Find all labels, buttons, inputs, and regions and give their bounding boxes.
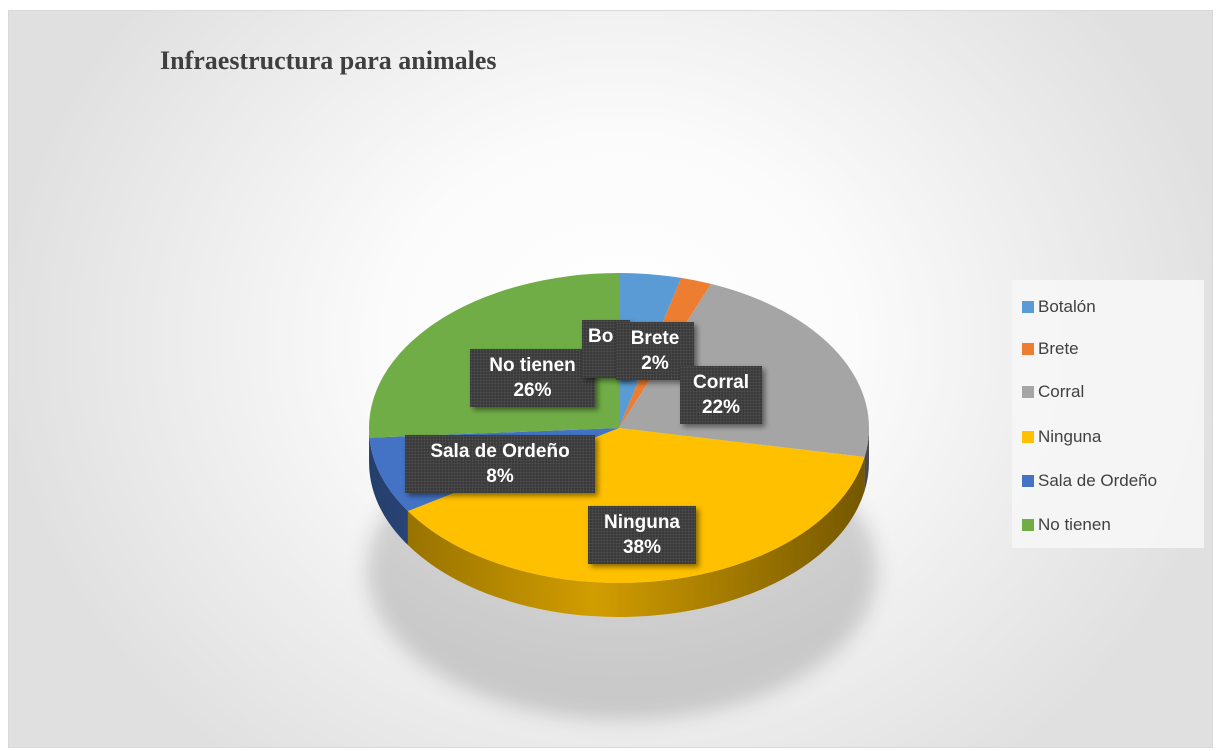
legend-item-corral: Corral bbox=[1022, 380, 1084, 404]
legend-label: Botalón bbox=[1038, 297, 1096, 316]
legend-swatch bbox=[1022, 343, 1034, 355]
data-label-name: Corral bbox=[693, 372, 749, 393]
pie-slice-side-corral bbox=[864, 428, 869, 492]
legend-label: Corral bbox=[1038, 382, 1085, 401]
data-label-name: Bo bbox=[588, 326, 614, 347]
data-label-value: 8% bbox=[486, 466, 514, 487]
legend-label: Ninguna bbox=[1038, 427, 1102, 446]
data-label-ninguna: Ninguna 38% bbox=[588, 506, 696, 564]
legend-label: No tienen bbox=[1038, 515, 1111, 534]
pie-slice-side-sala-de-ordeno bbox=[369, 437, 408, 546]
data-label-no-tienen: No tienen 26% bbox=[470, 349, 595, 407]
legend-item-botalon: Botalón bbox=[1022, 295, 1096, 319]
legend-item-sala-de-ordeno: Sala de Ordeño bbox=[1022, 469, 1157, 493]
data-label-name: Brete bbox=[630, 328, 680, 349]
data-label-name: Sala de Ordeño bbox=[430, 441, 570, 462]
data-label-name: No tienen bbox=[489, 355, 576, 376]
legend-swatch bbox=[1022, 431, 1034, 443]
legend-item-brete: Brete bbox=[1022, 337, 1079, 361]
data-label-name: Ninguna bbox=[604, 512, 680, 533]
legend-item-ninguna: Ninguna bbox=[1022, 425, 1101, 449]
chart-title: Infraestructura para animales bbox=[160, 46, 497, 75]
legend-item-no-tienen: No tienen bbox=[1022, 513, 1111, 537]
data-label-value: 38% bbox=[622, 537, 662, 558]
legend-label: Sala de Ordeño bbox=[1038, 471, 1158, 490]
data-label-value: 26% bbox=[513, 380, 552, 401]
data-label-sala-de-ordeno: Sala de Ordeño 8% bbox=[405, 435, 595, 493]
chart-legend: Botalón Brete Corral Ninguna Sala de Ord… bbox=[1012, 280, 1204, 548]
legend-label: Brete bbox=[1038, 339, 1079, 358]
data-label-value: 2% bbox=[641, 353, 669, 374]
data-label-corral: Corral 22% bbox=[680, 366, 762, 424]
legend-swatch bbox=[1022, 301, 1034, 313]
data-label-value: 22% bbox=[701, 397, 741, 418]
legend-swatch bbox=[1022, 386, 1034, 398]
pie-slice-side-ninguna bbox=[407, 457, 865, 617]
legend-swatch bbox=[1022, 475, 1034, 487]
legend-swatch bbox=[1022, 519, 1034, 531]
